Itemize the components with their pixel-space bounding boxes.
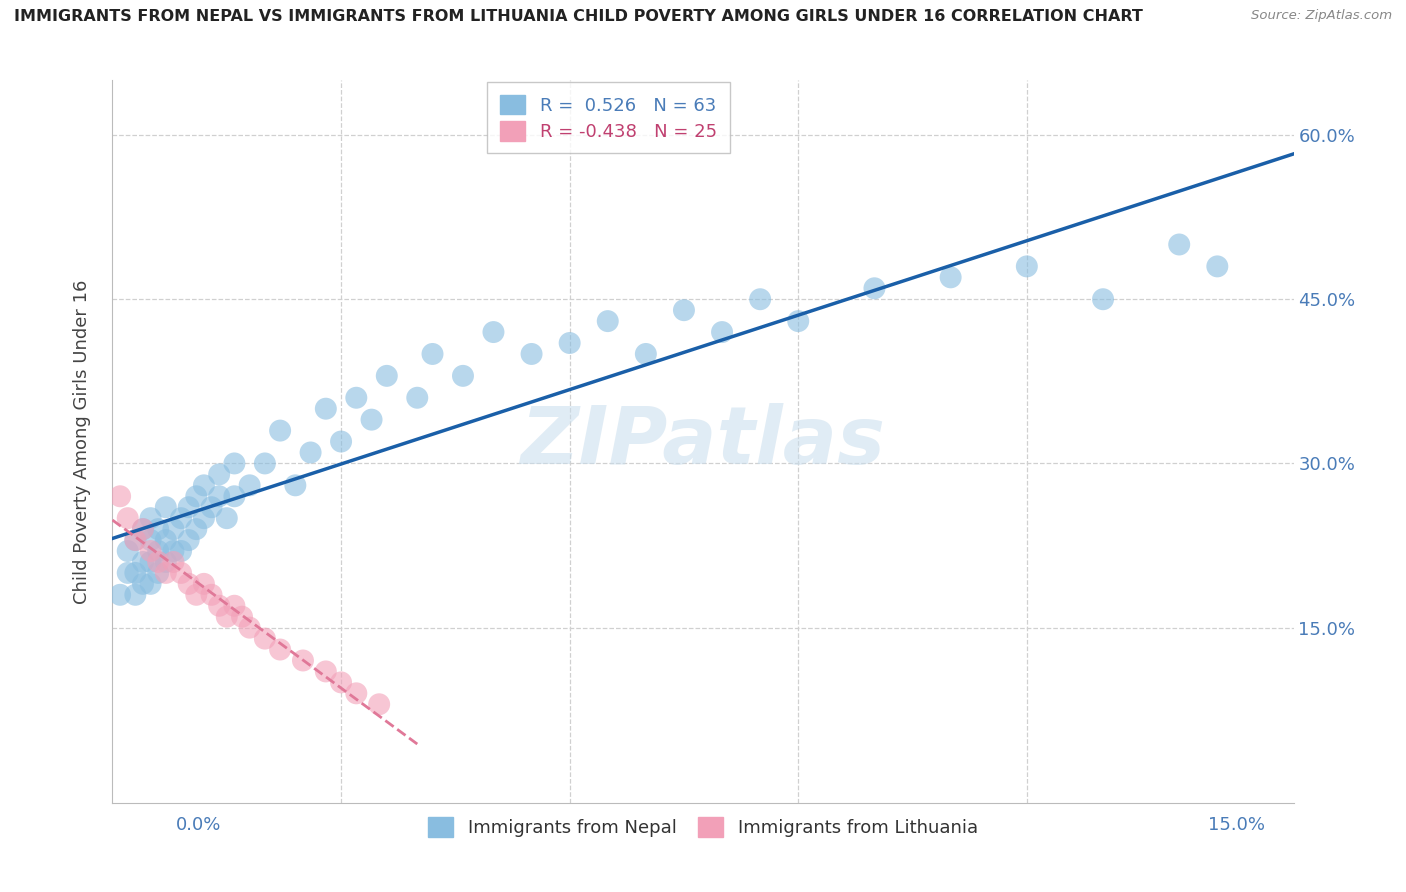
Y-axis label: Child Poverty Among Girls Under 16: Child Poverty Among Girls Under 16 xyxy=(73,279,91,604)
Point xyxy=(148,566,170,580)
Point xyxy=(186,522,208,536)
Point xyxy=(239,621,262,635)
Point xyxy=(170,544,193,558)
Point xyxy=(139,555,162,569)
Point xyxy=(117,511,139,525)
Point xyxy=(177,577,200,591)
Point xyxy=(208,489,231,503)
Point xyxy=(193,511,215,525)
Point xyxy=(177,533,200,547)
Point xyxy=(155,533,177,547)
Legend: Immigrants from Nepal, Immigrants from Lithuania: Immigrants from Nepal, Immigrants from L… xyxy=(420,810,986,845)
Point xyxy=(315,401,337,416)
Point xyxy=(215,609,238,624)
Text: IMMIGRANTS FROM NEPAL VS IMMIGRANTS FROM LITHUANIA CHILD POVERTY AMONG GIRLS UND: IMMIGRANTS FROM NEPAL VS IMMIGRANTS FROM… xyxy=(14,9,1143,24)
Point xyxy=(939,270,962,285)
Point xyxy=(148,544,170,558)
Point xyxy=(193,577,215,591)
Point xyxy=(451,368,474,383)
Point xyxy=(108,588,131,602)
Point xyxy=(139,577,162,591)
Point xyxy=(124,533,146,547)
Point xyxy=(1168,237,1191,252)
Point xyxy=(208,599,231,613)
Point xyxy=(132,522,155,536)
Point xyxy=(117,566,139,580)
Point xyxy=(330,675,353,690)
Point xyxy=(291,653,314,667)
Point xyxy=(162,522,184,536)
Point xyxy=(215,511,238,525)
Point xyxy=(253,457,276,471)
Point xyxy=(787,314,810,328)
Point xyxy=(139,533,162,547)
Point xyxy=(108,489,131,503)
Point xyxy=(162,544,184,558)
Point xyxy=(224,599,246,613)
Point xyxy=(375,368,398,383)
Point xyxy=(672,303,695,318)
Point xyxy=(162,555,184,569)
Point xyxy=(344,391,367,405)
Point xyxy=(155,555,177,569)
Point xyxy=(200,500,222,515)
Point xyxy=(863,281,886,295)
Text: ZIPatlas: ZIPatlas xyxy=(520,402,886,481)
Point xyxy=(406,391,429,405)
Point xyxy=(1206,260,1229,274)
Point xyxy=(208,467,231,482)
Text: 15.0%: 15.0% xyxy=(1208,816,1265,834)
Point xyxy=(520,347,543,361)
Point xyxy=(711,325,734,339)
Point xyxy=(177,500,200,515)
Point xyxy=(1015,260,1038,274)
Text: Source: ZipAtlas.com: Source: ZipAtlas.com xyxy=(1251,9,1392,22)
Point xyxy=(360,412,382,426)
Point xyxy=(299,445,322,459)
Point xyxy=(148,522,170,536)
Point xyxy=(155,566,177,580)
Point xyxy=(117,544,139,558)
Point xyxy=(239,478,262,492)
Point xyxy=(634,347,657,361)
Point xyxy=(170,566,193,580)
Point xyxy=(155,500,177,515)
Point xyxy=(330,434,353,449)
Point xyxy=(200,588,222,602)
Point xyxy=(558,336,581,351)
Point xyxy=(315,665,337,679)
Point xyxy=(186,489,208,503)
Point xyxy=(170,511,193,525)
Point xyxy=(368,698,391,712)
Point xyxy=(132,577,155,591)
Point xyxy=(193,478,215,492)
Point xyxy=(482,325,505,339)
Point xyxy=(596,314,619,328)
Point xyxy=(253,632,276,646)
Point xyxy=(1092,292,1115,306)
Point xyxy=(124,588,146,602)
Point xyxy=(148,555,170,569)
Point xyxy=(124,533,146,547)
Point xyxy=(224,489,246,503)
Point xyxy=(422,347,444,361)
Point xyxy=(749,292,772,306)
Point xyxy=(284,478,307,492)
Point xyxy=(269,642,291,657)
Point xyxy=(269,424,291,438)
Point xyxy=(186,588,208,602)
Point xyxy=(139,544,162,558)
Text: 0.0%: 0.0% xyxy=(176,816,221,834)
Point xyxy=(224,457,246,471)
Point xyxy=(231,609,253,624)
Point xyxy=(124,566,146,580)
Point xyxy=(139,511,162,525)
Point xyxy=(132,555,155,569)
Point xyxy=(344,686,367,700)
Point xyxy=(132,522,155,536)
